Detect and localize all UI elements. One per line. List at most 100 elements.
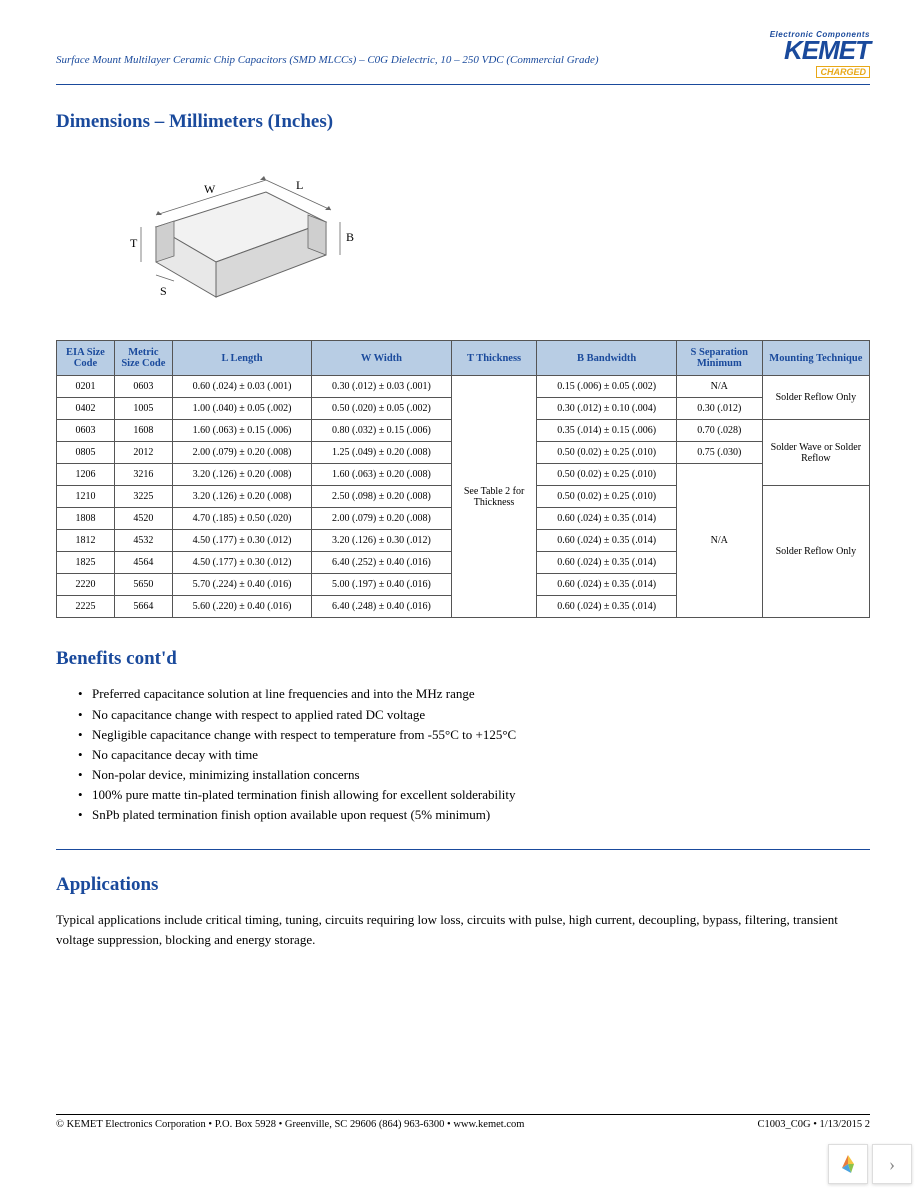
list-item: No capacitance decay with time — [78, 745, 870, 765]
logo-wordmark: KEMET — [770, 39, 870, 62]
table-cell: 0.75 (.030) — [676, 442, 762, 464]
footer-right: C1003_C0G • 1/13/2015 2 — [758, 1119, 870, 1130]
table-cell: 2.00 (.079) ± 0.20 (.008) — [172, 442, 311, 464]
table-cell: 0.30 (.012) ± 0.10 (.004) — [537, 398, 676, 420]
col-width: W Width — [312, 341, 451, 376]
table-cell: Solder Reflow Only — [762, 486, 869, 618]
table-cell: 2.50 (.098) ± 0.20 (.008) — [312, 486, 451, 508]
table-cell: 0603 — [114, 376, 172, 398]
table-cell: 4.50 (.177) ± 0.30 (.012) — [172, 530, 311, 552]
table-cell: 2225 — [57, 596, 115, 618]
capacitor-diagram: W L T B S — [96, 147, 870, 322]
col-separation: S Separation Minimum — [676, 341, 762, 376]
table-cell: See Table 2 for Thickness — [451, 376, 537, 618]
table-cell: 5.70 (.224) ± 0.40 (.016) — [172, 574, 311, 596]
col-bandwidth: B Bandwidth — [537, 341, 676, 376]
col-eia: EIA Size Code — [57, 341, 115, 376]
page-footer: © KEMET Electronics Corporation • P.O. B… — [56, 1114, 870, 1130]
dim-label-b: B — [346, 230, 354, 244]
table-cell: 6.40 (.252) ± 0.40 (.016) — [312, 552, 451, 574]
table-cell: 0.30 (.012) ± 0.03 (.001) — [312, 376, 451, 398]
doc-subtitle: Surface Mount Multilayer Ceramic Chip Ca… — [56, 30, 599, 66]
table-cell: 0603 — [57, 420, 115, 442]
table-cell: 4564 — [114, 552, 172, 574]
viewer-nav: › — [828, 1144, 912, 1184]
header-rule — [56, 84, 870, 85]
section-rule-1 — [56, 849, 870, 850]
table-cell: 2.00 (.079) ± 0.20 (.008) — [312, 508, 451, 530]
table-cell: 0.60 (.024) ± 0.35 (.014) — [537, 552, 676, 574]
table-cell: 2012 — [114, 442, 172, 464]
dimensions-table: EIA Size Code Metric Size Code L Length … — [56, 340, 870, 618]
table-cell: 1808 — [57, 508, 115, 530]
list-item: Negligible capacitance change with respe… — [78, 725, 870, 745]
table-cell: Solder Reflow Only — [762, 376, 869, 420]
dim-label-s: S — [160, 284, 167, 298]
list-item: Preferred capacitance solution at line f… — [78, 684, 870, 704]
table-cell: 0805 — [57, 442, 115, 464]
table-cell: 0.35 (.014) ± 0.15 (.006) — [537, 420, 676, 442]
table-cell: 3.20 (.126) ± 0.20 (.008) — [172, 486, 311, 508]
dim-label-l: L — [296, 178, 303, 192]
table-cell: 1825 — [57, 552, 115, 574]
table-cell: 0.80 (.032) ± 0.15 (.006) — [312, 420, 451, 442]
table-cell: 0.60 (.024) ± 0.35 (.014) — [537, 574, 676, 596]
page-header: Surface Mount Multilayer Ceramic Chip Ca… — [56, 30, 870, 80]
table-cell: N/A — [676, 376, 762, 398]
table-cell: 2220 — [57, 574, 115, 596]
col-length: L Length — [172, 341, 311, 376]
table-cell: 0.50 (0.02) ± 0.25 (.010) — [537, 486, 676, 508]
table-cell: 1005 — [114, 398, 172, 420]
table-cell: 1206 — [57, 464, 115, 486]
logo-tagline-sub: CHARGED — [816, 66, 870, 78]
footer-left: © KEMET Electronics Corporation • P.O. B… — [56, 1119, 524, 1130]
list-item: 100% pure matte tin-plated termination f… — [78, 785, 870, 805]
table-cell: 5650 — [114, 574, 172, 596]
table-cell: 0.60 (.024) ± 0.35 (.014) — [537, 596, 676, 618]
table-cell: 0.60 (.024) ± 0.35 (.014) — [537, 508, 676, 530]
table-cell: 0.15 (.006) ± 0.05 (.002) — [537, 376, 676, 398]
table-cell: 3216 — [114, 464, 172, 486]
col-thickness: T Thickness — [451, 341, 537, 376]
table-cell: 4532 — [114, 530, 172, 552]
table-row: 020106030.60 (.024) ± 0.03 (.001)0.30 (.… — [57, 376, 870, 398]
table-cell: N/A — [676, 464, 762, 618]
table-cell: 1.60 (.063) ± 0.15 (.006) — [172, 420, 311, 442]
table-cell: 3.20 (.126) ± 0.30 (.012) — [312, 530, 451, 552]
table-cell: 0.60 (.024) ± 0.35 (.014) — [537, 530, 676, 552]
list-item: Non-polar device, minimizing installatio… — [78, 765, 870, 785]
col-mounting: Mounting Technique — [762, 341, 869, 376]
list-item: No capacitance change with respect to ap… — [78, 705, 870, 725]
list-item: SnPb plated termination finish option av… — [78, 805, 870, 825]
dim-label-w: W — [204, 182, 216, 196]
applications-text: Typical applications include critical ti… — [56, 910, 870, 949]
table-cell: 3225 — [114, 486, 172, 508]
table-cell: 4520 — [114, 508, 172, 530]
next-page-button[interactable]: › — [872, 1144, 912, 1184]
table-cell: 0.70 (.028) — [676, 420, 762, 442]
table-cell: 5.60 (.220) ± 0.40 (.016) — [172, 596, 311, 618]
table-cell: 1.25 (.049) ± 0.20 (.008) — [312, 442, 451, 464]
table-cell: 1812 — [57, 530, 115, 552]
table-cell: 0201 — [57, 376, 115, 398]
table-cell: 3.20 (.126) ± 0.20 (.008) — [172, 464, 311, 486]
table-cell: 1608 — [114, 420, 172, 442]
col-metric: Metric Size Code — [114, 341, 172, 376]
table-cell: 1.60 (.063) ± 0.20 (.008) — [312, 464, 451, 486]
viewer-logo-icon — [828, 1144, 868, 1184]
table-cell: 0.30 (.012) — [676, 398, 762, 420]
table-cell: 0.60 (.024) ± 0.03 (.001) — [172, 376, 311, 398]
table-cell: 0402 — [57, 398, 115, 420]
table-cell: 4.70 (.185) ± 0.50 (.020) — [172, 508, 311, 530]
table-cell: 4.50 (.177) ± 0.30 (.012) — [172, 552, 311, 574]
benefits-heading: Benefits cont'd — [56, 648, 870, 670]
table-cell: 6.40 (.248) ± 0.40 (.016) — [312, 596, 451, 618]
table-cell: 5.00 (.197) ± 0.40 (.016) — [312, 574, 451, 596]
table-cell: 5664 — [114, 596, 172, 618]
table-cell: 1210 — [57, 486, 115, 508]
table-cell: 0.50 (0.02) ± 0.25 (.010) — [537, 464, 676, 486]
table-cell: Solder Wave or Solder Reflow — [762, 420, 869, 486]
benefits-list: Preferred capacitance solution at line f… — [56, 684, 870, 825]
table-cell: 1.00 (.040) ± 0.05 (.002) — [172, 398, 311, 420]
applications-heading: Applications — [56, 874, 870, 896]
